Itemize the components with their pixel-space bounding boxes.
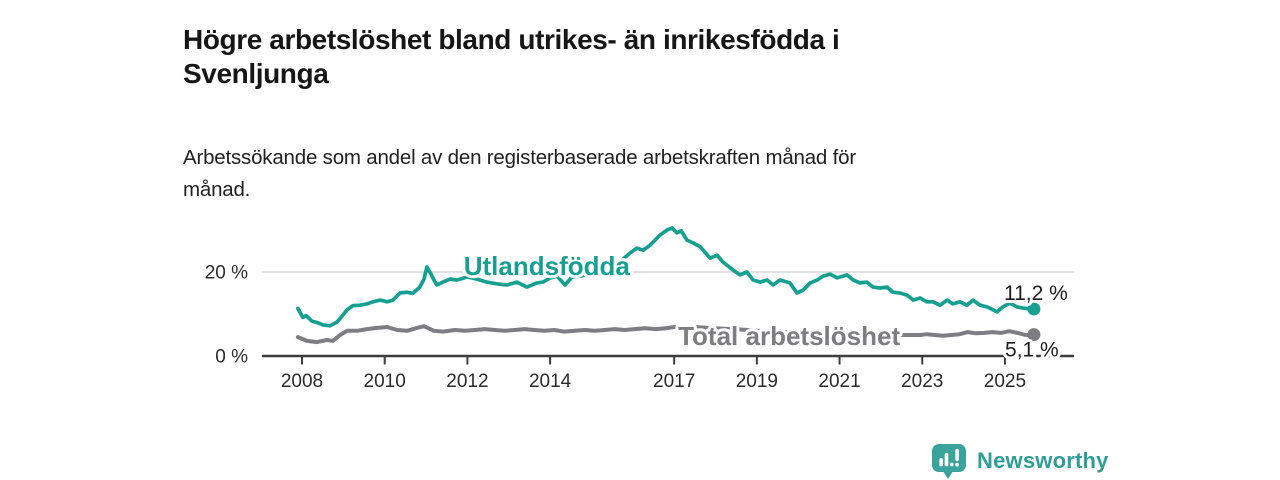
series-label-total-arbetsl-shet: Total arbetslöshet — [678, 321, 900, 351]
y-tick-label: 20 % — [205, 263, 248, 284]
newsworthy-logo-icon — [932, 443, 966, 479]
brand-name: Newsworthy — [977, 448, 1109, 473]
x-tick-label: 2023 — [901, 371, 943, 392]
series-end-dot-total-arbetsl-shet — [1027, 328, 1041, 342]
x-tick-label: 2012 — [446, 371, 488, 392]
series-line-total-arbetsl-shet — [295, 324, 1036, 345]
series-line-utlandsf-dda — [296, 226, 1036, 328]
series-end-value-total-arbetsl-shet: 5,1 % — [1005, 339, 1059, 362]
x-tick-label: 2021 — [818, 371, 860, 392]
x-tick-label: 2014 — [529, 371, 572, 392]
x-tick-label: 2025 — [984, 371, 1026, 392]
x-tick-label: 2017 — [653, 371, 695, 392]
chart-title: Högre arbetslöshet bland utrikes- än inr… — [183, 23, 840, 89]
chart-subtitle: Arbetssökande som andel av den registerb… — [183, 145, 856, 201]
series-label-utlandsf-dda: Utlandsfödda — [464, 251, 631, 281]
x-tick-label: 2019 — [736, 371, 778, 392]
y-tick-label: 0 % — [215, 347, 248, 368]
x-tick-label: 2010 — [364, 371, 406, 392]
series-end-value-utlandsf-dda: 11,2 % — [1004, 282, 1068, 305]
newsworthy-brand-link[interactable]: Newsworthy — [931, 442, 1109, 480]
x-tick-label: 2008 — [281, 371, 323, 392]
series-end-dot-utlandsf-dda — [1027, 302, 1041, 316]
